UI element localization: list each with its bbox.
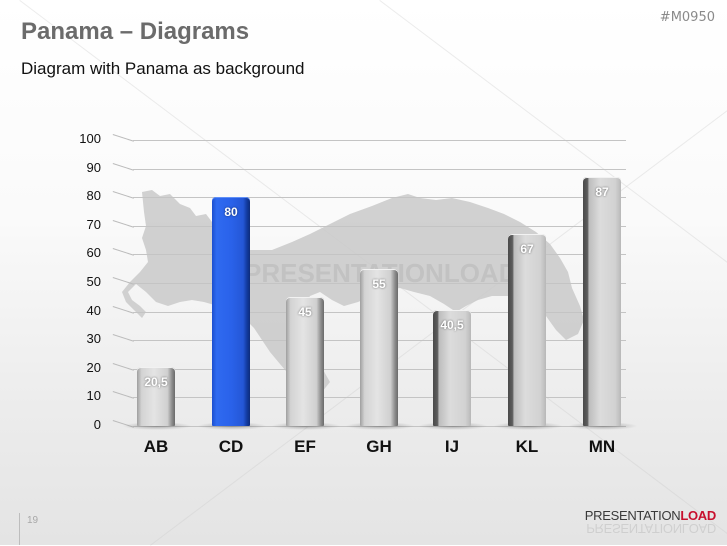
bar-value-label: 20,5 [144, 375, 168, 390]
gridline-tick [112, 248, 134, 257]
bar-value-label: 87 [595, 185, 609, 200]
gridline-tick [112, 334, 134, 342]
bar-ef[interactable]: 45 [286, 297, 324, 426]
y-tick-label: 90 [86, 159, 101, 175]
bar-value-label: 80 [224, 205, 238, 220]
bar-shadow [197, 422, 267, 430]
bar-cd[interactable]: 80 [212, 197, 250, 426]
bar-shadow [271, 422, 341, 430]
y-tick-label: 70 [86, 216, 101, 232]
bar-value-label: 67 [520, 242, 534, 257]
brand-logo: PRESENTATIONLOAD [584, 508, 717, 523]
bar-ab[interactable]: 20,5 [137, 367, 175, 426]
bar-mn[interactable]: 87 [583, 177, 621, 426]
bar-gh[interactable]: 55 [360, 268, 398, 426]
gridline-tick [112, 162, 134, 171]
gridline [133, 168, 626, 170]
gridline [133, 225, 626, 227]
y-tick-label: 20 [86, 359, 101, 375]
slide-subtitle: Diagram with Panama as background [21, 59, 305, 78]
bar-value-label: 55 [372, 276, 386, 291]
y-tick-label: 0 [93, 417, 101, 432]
y-tick-label: 100 [79, 131, 101, 146]
gridline-tick [112, 219, 134, 228]
bar-shadow [418, 422, 488, 430]
gridline-tick [112, 277, 134, 285]
x-axis-label: CD [218, 437, 244, 456]
brand-logo-part2: LOAD [680, 508, 716, 523]
footer-divider [19, 513, 20, 545]
x-axis-label: IJ [444, 437, 460, 456]
gridline-tick [112, 362, 134, 371]
y-tick-label: 50 [86, 274, 101, 289]
y-tick-label: 40 [86, 302, 101, 318]
x-axis-label: EF [294, 437, 316, 456]
gridline [133, 197, 626, 199]
brand-reflection-part1: PRESENTATION [586, 521, 682, 536]
slide-code: #M0950 [659, 10, 715, 25]
bar-value-label: 45 [298, 305, 312, 320]
brand-reflection-part2: LOAD [681, 521, 716, 536]
x-axis-label: MN [588, 437, 616, 456]
y-tick-label: 10 [86, 388, 101, 404]
bar-kl[interactable]: 67 [508, 234, 546, 426]
bar-shadow [345, 422, 415, 430]
x-axis-label: AB [143, 437, 169, 456]
page-number: 19 [27, 515, 39, 526]
bar-value-label: 40,5 [440, 318, 464, 333]
brand-logo-part1: PRESENTATION [584, 508, 681, 523]
slide-title: Panama – Diagrams [21, 18, 250, 45]
y-tick-label: 60 [86, 245, 101, 261]
brand-logo-reflection: PRESENTATIONLOAD [586, 521, 716, 536]
bar-shadow [493, 422, 563, 430]
gridline [133, 254, 626, 256]
gridline [133, 426, 626, 427]
x-axis-label: KL [515, 437, 539, 456]
bar-ij[interactable]: 40,5 [433, 310, 471, 426]
gridline [133, 140, 626, 141]
bar-shadow [568, 422, 638, 430]
gridline-tick [112, 391, 134, 400]
gridline-tick [112, 305, 134, 314]
y-tick-label: 80 [86, 188, 101, 204]
y-tick-label: 30 [86, 331, 101, 347]
x-axis-label: GH [366, 437, 392, 456]
bar-shadow [122, 422, 192, 430]
gridline-tick [112, 134, 134, 142]
gridline-tick [112, 191, 134, 199]
